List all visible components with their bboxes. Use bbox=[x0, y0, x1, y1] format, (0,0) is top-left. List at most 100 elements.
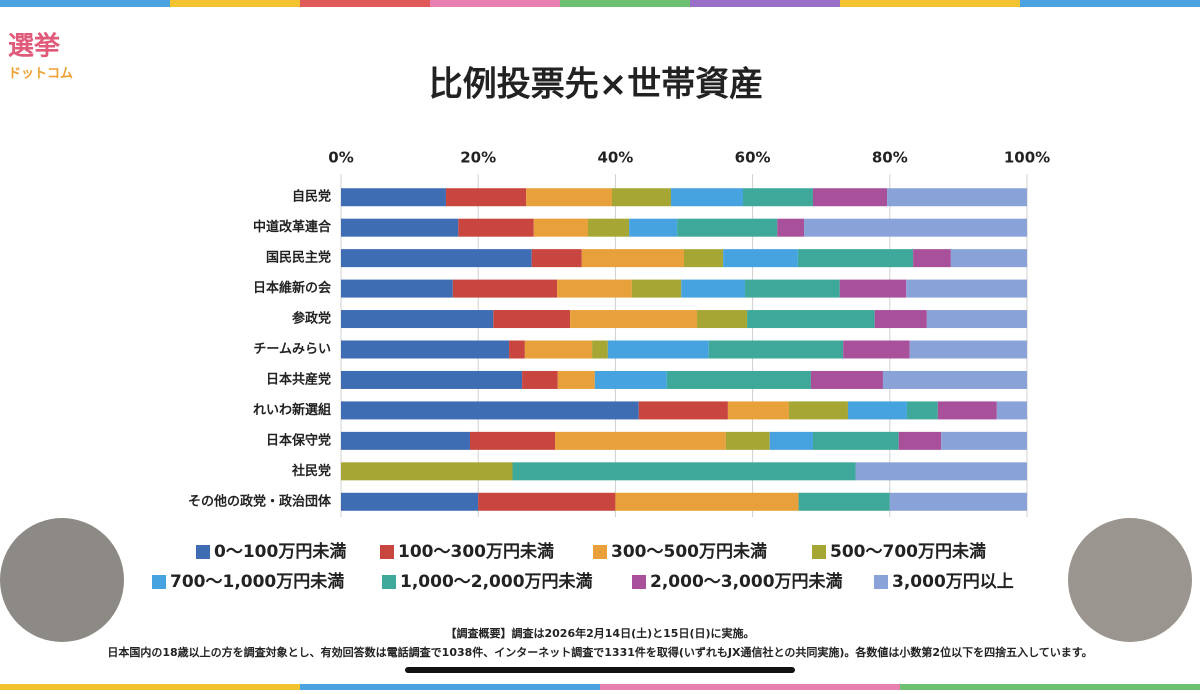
bar-segment bbox=[445, 188, 527, 207]
bar-segment bbox=[555, 431, 726, 450]
x-tick-label: 0% bbox=[328, 149, 353, 167]
plot: 0% 20% 40% 60% 80% 100% 自民党中道改革連合国民民主党日本維新の会参政… bbox=[152, 149, 1050, 592]
bar-segment bbox=[638, 401, 728, 420]
bar-segment bbox=[341, 431, 470, 450]
webcam-right bbox=[1068, 518, 1192, 642]
bar-segment bbox=[570, 310, 698, 329]
x-tick-label: 60% bbox=[735, 149, 771, 167]
legend-label: 700～1,000万円未満 bbox=[170, 571, 344, 592]
bar-segment bbox=[458, 218, 534, 237]
bar-segment bbox=[526, 188, 612, 207]
bar-segment bbox=[950, 249, 1027, 268]
bar-segment bbox=[341, 370, 523, 389]
bar-segment bbox=[810, 370, 883, 389]
bar-segment bbox=[607, 340, 709, 359]
bar-segment bbox=[804, 218, 1027, 237]
bar-segment bbox=[742, 188, 813, 207]
bar-segment bbox=[906, 279, 1027, 298]
bar-segment bbox=[937, 401, 997, 420]
bar-segment bbox=[745, 279, 840, 298]
bar-segment bbox=[697, 310, 748, 329]
bar-segment bbox=[615, 492, 799, 511]
legend-swatch bbox=[382, 575, 396, 589]
top-stripe bbox=[0, 0, 1200, 7]
legend-swatch bbox=[380, 545, 394, 559]
bar-segment bbox=[533, 218, 588, 237]
y-tick-label: その他の政党・政治団体 bbox=[188, 493, 332, 509]
bar-segment bbox=[941, 431, 1027, 450]
bar-segment bbox=[723, 249, 798, 268]
bar-segment bbox=[874, 310, 927, 329]
legend-label: 3,000万円以上 bbox=[892, 572, 1014, 592]
legend-swatch bbox=[812, 545, 826, 559]
logo: 選挙 bbox=[8, 32, 61, 62]
bar-segment bbox=[522, 370, 558, 389]
bar-segment bbox=[524, 340, 593, 359]
legend-label: 2,000～3,000万円未満 bbox=[650, 571, 843, 592]
footnote: 【調査概要】調査は2026年2月14日(土)と15日(日)に実施。 bbox=[446, 626, 755, 640]
bar-segment bbox=[681, 279, 746, 298]
bar-segment bbox=[898, 431, 942, 450]
bar-segment bbox=[777, 218, 805, 237]
legend-label: 1,000～2,000万円未満 bbox=[400, 571, 593, 592]
y-tick-label: 自民党 bbox=[292, 189, 331, 205]
bar-segment bbox=[839, 279, 907, 298]
bar-segment bbox=[594, 370, 667, 389]
bar-segment bbox=[913, 249, 951, 268]
bar-segment bbox=[587, 218, 630, 237]
home-indicator bbox=[405, 667, 795, 673]
chart-title: 比例投票先×世帯資産 bbox=[429, 65, 764, 105]
bar-segment bbox=[341, 462, 513, 481]
webcam-left bbox=[0, 518, 124, 642]
bar-segment bbox=[812, 431, 899, 450]
legend-swatch bbox=[593, 545, 607, 559]
legend-label: 0～100万円未満 bbox=[214, 541, 346, 562]
bar-segment bbox=[708, 340, 844, 359]
legend-label: 300～500万円未満 bbox=[611, 541, 767, 562]
bar-segment bbox=[469, 431, 556, 450]
y-tick-label: れいわ新選組 bbox=[253, 402, 331, 418]
bar-segment bbox=[557, 370, 595, 389]
bar-segment bbox=[557, 279, 632, 298]
footnote: 日本国内の18歳以上の方を調査対象とし、有効回答数は電話調査で1038件、インタ… bbox=[107, 645, 1092, 659]
bar-segment bbox=[341, 218, 459, 237]
bar-segment bbox=[512, 462, 856, 481]
bar-segment bbox=[452, 279, 558, 298]
bar-segment bbox=[341, 492, 479, 511]
x-tick-label: 100% bbox=[1004, 149, 1050, 167]
legend-swatch bbox=[632, 575, 646, 589]
bar-segment bbox=[909, 340, 1027, 359]
bar-segment bbox=[581, 249, 684, 268]
bar-segment bbox=[341, 279, 453, 298]
y-tick-label: チームみらい bbox=[253, 342, 331, 357]
bar-segment bbox=[531, 249, 582, 268]
legend-swatch bbox=[874, 575, 888, 589]
bar-segment bbox=[788, 401, 848, 420]
bar-segment bbox=[631, 279, 682, 298]
legend-swatch bbox=[152, 575, 166, 589]
legend-swatch bbox=[196, 545, 210, 559]
bar-segment bbox=[887, 188, 1027, 207]
legend-label: 500～700万円未満 bbox=[830, 541, 986, 562]
logo-sub: ドットコム bbox=[8, 67, 73, 82]
y-tick-label: 国民民主党 bbox=[266, 250, 331, 266]
bar-segment bbox=[798, 492, 890, 511]
bar-segment bbox=[611, 188, 671, 207]
x-tick-label: 20% bbox=[460, 149, 496, 167]
y-tick-label: 日本保守党 bbox=[266, 432, 331, 448]
y-tick-label: 参政党 bbox=[292, 311, 331, 327]
bar-segment bbox=[341, 310, 494, 329]
bar-segment bbox=[725, 431, 770, 450]
bar-segment bbox=[843, 340, 910, 359]
legend-label: 100～300万円未満 bbox=[398, 541, 554, 562]
bar-segment bbox=[629, 218, 678, 237]
y-tick-label: 社民党 bbox=[291, 463, 331, 479]
y-tick-label: 日本共産党 bbox=[266, 371, 331, 387]
bar-segment bbox=[797, 249, 914, 268]
bar-segment bbox=[727, 401, 789, 420]
bar-segment bbox=[509, 340, 525, 359]
bar-segment bbox=[341, 188, 446, 207]
bar-segment bbox=[478, 492, 616, 511]
bar-segment bbox=[812, 188, 888, 207]
